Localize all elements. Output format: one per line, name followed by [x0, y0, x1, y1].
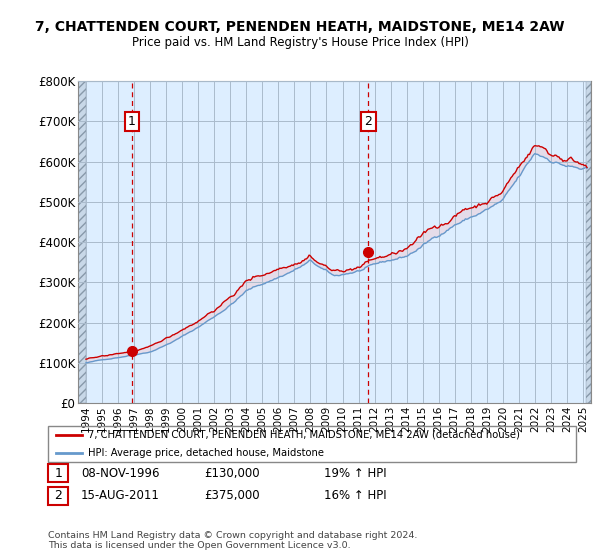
Text: HPI: Average price, detached house, Maidstone: HPI: Average price, detached house, Maid… — [88, 448, 323, 458]
Text: Contains HM Land Registry data © Crown copyright and database right 2024.
This d: Contains HM Land Registry data © Crown c… — [48, 530, 418, 550]
Text: £130,000: £130,000 — [204, 466, 260, 480]
Text: 1: 1 — [54, 466, 62, 480]
Text: 2: 2 — [54, 489, 62, 502]
Text: £375,000: £375,000 — [204, 489, 260, 502]
Text: 2: 2 — [365, 115, 373, 128]
Text: 16% ↑ HPI: 16% ↑ HPI — [324, 489, 386, 502]
Text: 1: 1 — [128, 115, 136, 128]
Text: 7, CHATTENDEN COURT, PENENDEN HEATH, MAIDSTONE, ME14 2AW: 7, CHATTENDEN COURT, PENENDEN HEATH, MAI… — [35, 20, 565, 34]
Text: 15-AUG-2011: 15-AUG-2011 — [81, 489, 160, 502]
Text: 08-NOV-1996: 08-NOV-1996 — [81, 466, 160, 480]
Text: Price paid vs. HM Land Registry's House Price Index (HPI): Price paid vs. HM Land Registry's House … — [131, 36, 469, 49]
Text: 7, CHATTENDEN COURT, PENENDEN HEATH, MAIDSTONE, ME14 2AW (detached house): 7, CHATTENDEN COURT, PENENDEN HEATH, MAI… — [88, 430, 520, 440]
Text: 19% ↑ HPI: 19% ↑ HPI — [324, 466, 386, 480]
